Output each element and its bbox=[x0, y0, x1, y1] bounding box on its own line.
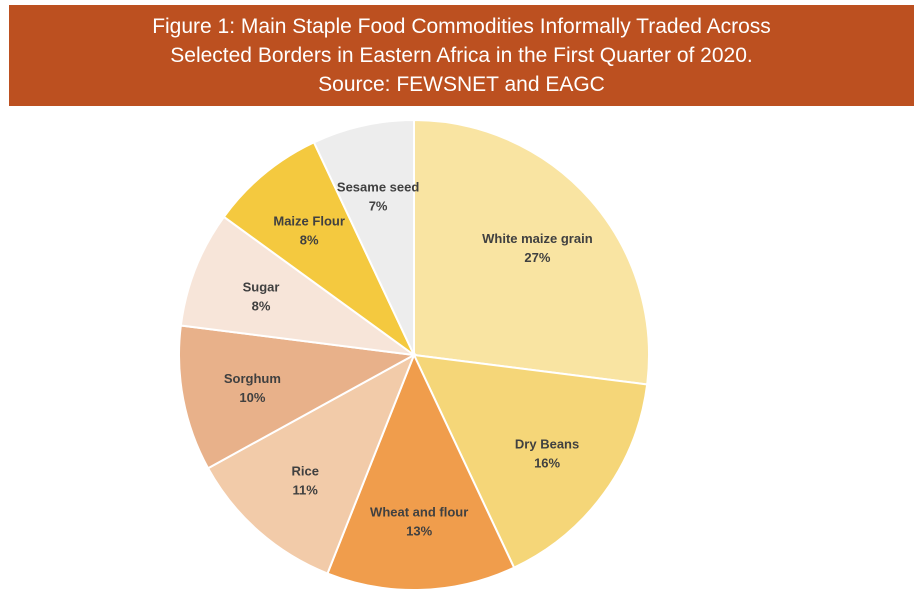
slice-percent-label: 13% bbox=[406, 523, 432, 538]
slice-label: Rice bbox=[291, 463, 318, 478]
slice-percent-label: 8% bbox=[300, 232, 319, 247]
title-source-line: Source: FEWSNET and EAGC bbox=[318, 73, 605, 96]
slice-percent-label: 11% bbox=[293, 482, 319, 497]
slice-label: Sugar bbox=[243, 279, 280, 294]
pie-slice-wheat-and-flour bbox=[326, 352, 516, 591]
slice-label: Sorghum bbox=[224, 371, 281, 386]
slice-percent-label: 16% bbox=[534, 456, 560, 471]
pie-slice-dry-beans bbox=[412, 353, 649, 569]
pie-slice-sugar bbox=[179, 215, 415, 356]
pie-slice-sesame-seed bbox=[312, 118, 415, 356]
slice-percent-label: 8% bbox=[252, 298, 271, 313]
title-line-1: Figure 1: Main Staple Food Commodities I… bbox=[152, 15, 771, 38]
pie-slice-white-maize-grain bbox=[413, 118, 650, 386]
slice-percent-label: 7% bbox=[369, 198, 388, 213]
pie-slice-rice bbox=[206, 352, 416, 575]
pie-slice-maize-flour bbox=[222, 141, 415, 356]
slice-label: White maize grain bbox=[482, 231, 593, 246]
slice-label: Sesame seed bbox=[337, 179, 419, 194]
slice-label: Wheat and flour bbox=[370, 504, 468, 519]
chart-title-banner: Figure 1: Main Staple Food Commodities I… bbox=[9, 5, 914, 106]
pie-slice-sorghum bbox=[178, 324, 418, 470]
slice-percent-label: 10% bbox=[239, 390, 265, 405]
title-line-2: Selected Borders in Eastern Africa in th… bbox=[170, 44, 753, 67]
slice-label: Dry Beans bbox=[515, 437, 579, 452]
slice-percent-label: 27% bbox=[524, 250, 550, 265]
slice-label: Maize Flour bbox=[273, 213, 345, 228]
